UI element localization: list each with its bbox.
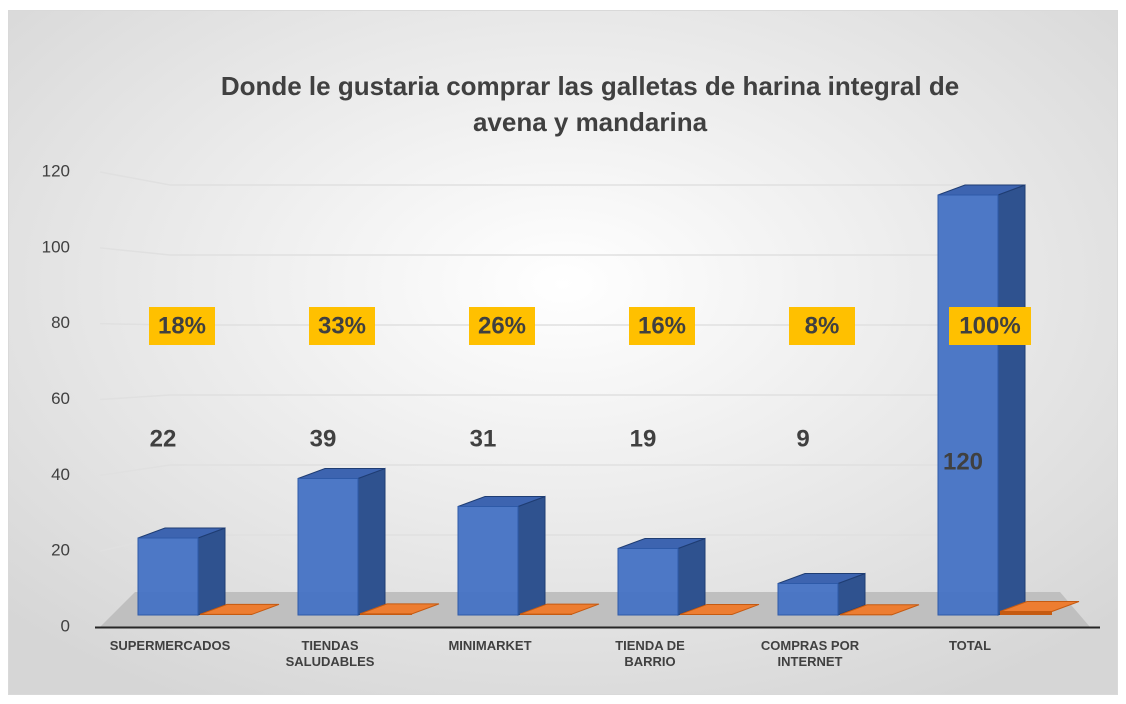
data-label: 9	[796, 425, 809, 452]
bar	[617, 537, 706, 616]
x-tick-label: TIENDAS SALUDABLES	[285, 638, 375, 669]
data-label: 100%	[959, 312, 1020, 339]
grid-line	[99, 247, 1020, 256]
bar	[199, 603, 280, 615]
bar-front	[457, 506, 519, 616]
bar-front	[617, 548, 679, 616]
data-label: 39	[310, 425, 337, 452]
bar-front	[360, 613, 412, 615]
y-tick-label: 100	[42, 237, 70, 256]
bar-front	[297, 478, 359, 616]
bar-side	[357, 467, 386, 616]
bar-front	[520, 614, 572, 615]
data-label: 26%	[478, 312, 526, 339]
bar	[839, 604, 920, 616]
bar-front	[937, 194, 999, 616]
y-tick-label: 0	[61, 616, 70, 635]
x-tick-label: COMPRAS POR INTERNET	[760, 638, 860, 669]
bar	[937, 184, 1026, 616]
data-label: 22	[150, 425, 177, 452]
y-tick-label: 80	[51, 313, 70, 332]
bar-front	[840, 614, 892, 616]
bar	[457, 495, 546, 616]
bar	[519, 603, 600, 615]
data-label: 31	[470, 425, 497, 452]
data-label: 33%	[318, 312, 366, 339]
data-label-box	[789, 307, 855, 345]
x-tick-label: TOTAL	[948, 638, 992, 653]
data-label-box	[949, 307, 1031, 345]
bar-front	[1000, 611, 1052, 615]
x-tick-label: MINIMARKET	[448, 638, 532, 653]
data-label: 8%	[805, 312, 840, 339]
y-tick-label: 40	[51, 465, 70, 484]
bar-front	[680, 614, 732, 615]
data-label: 18%	[158, 312, 206, 339]
data-label-box	[469, 307, 535, 345]
y-tick-label: 120	[42, 161, 70, 180]
y-tick-label: 60	[51, 389, 70, 408]
data-label-box	[309, 307, 375, 345]
bar	[777, 572, 866, 616]
data-label: 16%	[638, 312, 686, 339]
bar-side	[677, 537, 706, 616]
bar	[137, 527, 226, 616]
data-label: 19	[630, 425, 657, 452]
bar-front	[200, 614, 252, 615]
data-label-box	[149, 307, 215, 345]
y-tick-label: 20	[51, 541, 70, 560]
x-tick-label: TIENDA DE BARRIO	[615, 638, 685, 669]
grid-line	[99, 171, 1020, 186]
grid-line	[99, 394, 1020, 401]
bar	[679, 603, 760, 615]
bar-side	[197, 527, 226, 616]
bar-side	[997, 184, 1026, 616]
bar	[297, 467, 386, 616]
data-label-box	[629, 307, 695, 345]
x-tick-label: SUPERMERCADOS	[109, 638, 231, 653]
bar-front	[777, 583, 839, 616]
bar	[999, 601, 1080, 615]
bar-front	[137, 537, 199, 616]
data-label: 120	[943, 448, 983, 475]
bar	[359, 603, 440, 615]
chart-title: Donde le gustaria comprar las galletas d…	[221, 71, 959, 137]
bar-side	[517, 495, 546, 616]
grid-line	[99, 464, 1020, 477]
